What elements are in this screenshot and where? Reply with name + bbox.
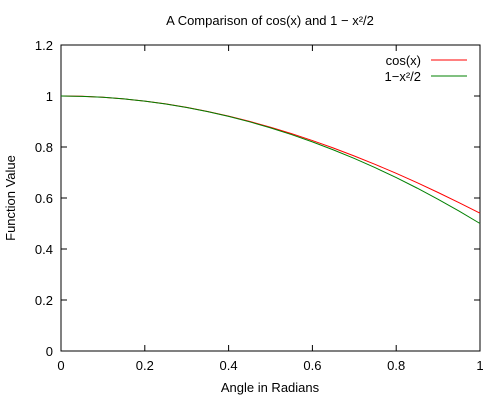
x-tick-label: 0.4 [220, 358, 238, 373]
series-line-cos [60, 95, 481, 214]
x-axis: 0 0.2 0.4 0.6 0.8 1 [57, 45, 484, 373]
chart-title: A Comparison of cos(x) and 1 − x²/2 [166, 13, 374, 28]
y-tick-label: 1.2 [35, 38, 53, 53]
legend-label-cos: cos(x) [386, 53, 421, 68]
x-tick-label: 0.2 [136, 358, 154, 373]
x-axis-label: Angle in Radians [221, 380, 320, 395]
y-tick-label: 1 [46, 89, 53, 104]
y-axis-label: Function Value [3, 155, 18, 241]
y-tick-label: 0 [46, 344, 53, 359]
x-tick-label: 0 [57, 358, 64, 373]
plot-frame [60, 44, 481, 352]
y-tick-label: 0.8 [35, 140, 53, 155]
y-tick-label: 0.6 [35, 191, 53, 206]
legend-label-approx: 1−x²/2 [385, 69, 422, 84]
legend: cos(x) 1−x²/2 [385, 53, 467, 84]
y-axis: 0 0.2 0.4 0.6 0.8 1 1.2 [35, 38, 480, 359]
series-lines [60, 95, 481, 224]
y-tick-label: 0.4 [35, 242, 53, 257]
y-tick-label: 0.2 [35, 293, 53, 308]
series-line-approx [60, 95, 481, 224]
x-tick-label: 1 [476, 358, 483, 373]
x-tick-label: 0.6 [303, 358, 321, 373]
x-tick-label: 0.8 [387, 358, 405, 373]
